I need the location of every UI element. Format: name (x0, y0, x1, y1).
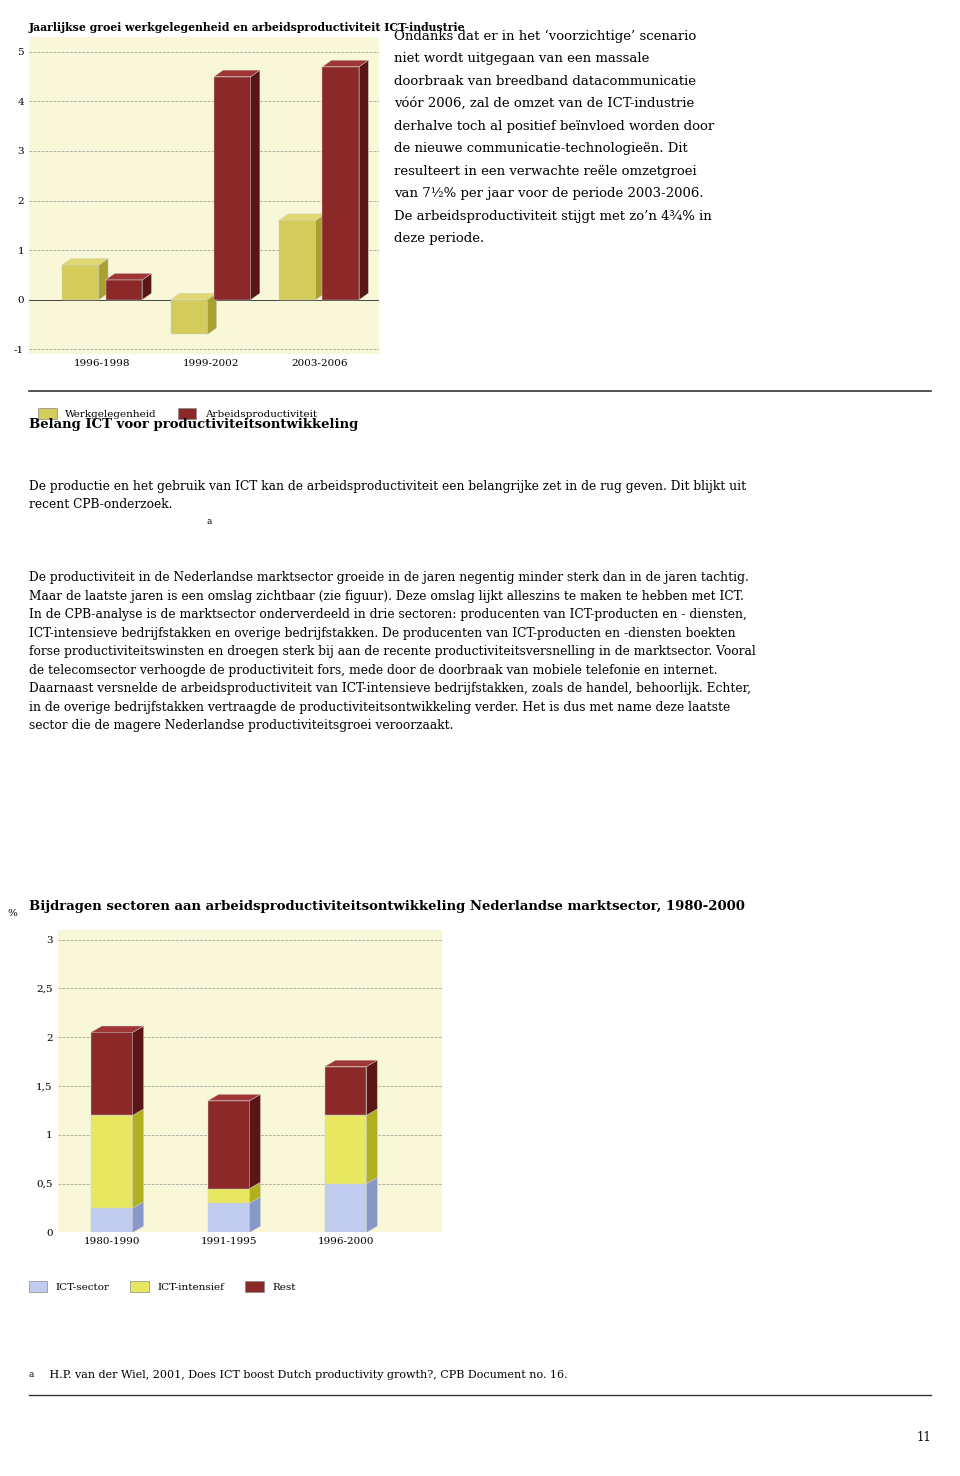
Polygon shape (367, 1108, 377, 1184)
Polygon shape (367, 1060, 377, 1116)
Polygon shape (324, 1108, 377, 1116)
Polygon shape (171, 300, 207, 335)
Polygon shape (91, 1108, 144, 1116)
Text: De productie en het gebruik van ICT kan de arbeidsproductiviteit een belangrijke: De productie en het gebruik van ICT kan … (29, 480, 746, 511)
Polygon shape (106, 273, 152, 280)
Polygon shape (142, 273, 152, 300)
Text: 11: 11 (917, 1430, 931, 1444)
Text: %: % (8, 909, 17, 918)
Polygon shape (207, 294, 217, 335)
Polygon shape (208, 1203, 250, 1232)
Polygon shape (208, 1188, 250, 1203)
Text: a: a (29, 1370, 35, 1379)
Polygon shape (62, 258, 108, 266)
Polygon shape (106, 280, 142, 300)
Polygon shape (324, 1116, 367, 1184)
Polygon shape (316, 214, 325, 300)
Polygon shape (250, 1094, 260, 1188)
Polygon shape (279, 214, 325, 220)
Polygon shape (214, 77, 251, 300)
Polygon shape (324, 1060, 377, 1067)
Polygon shape (132, 1108, 144, 1207)
Polygon shape (323, 66, 359, 300)
Polygon shape (132, 1026, 144, 1116)
Polygon shape (367, 1178, 377, 1232)
Polygon shape (132, 1201, 144, 1232)
Polygon shape (99, 258, 108, 300)
Text: De productiviteit in de Nederlandse marktsector groeide in de jaren negentig min: De productiviteit in de Nederlandse mark… (29, 571, 756, 732)
Text: H.P. van der Wiel, 2001, Does ICT boost Dutch productivity growth?, CPB Document: H.P. van der Wiel, 2001, Does ICT boost … (46, 1370, 567, 1380)
Polygon shape (62, 266, 99, 300)
Text: Jaarlijkse groei werkgelegenheid en arbeidsproductiviteit ICT-industrie: Jaarlijkse groei werkgelegenheid en arbe… (29, 22, 466, 34)
Legend: ICT-sector, ICT-intensief, Rest: ICT-sector, ICT-intensief, Rest (24, 1277, 300, 1296)
Polygon shape (91, 1026, 144, 1032)
Polygon shape (208, 1094, 260, 1101)
Polygon shape (323, 61, 369, 66)
Text: Ondanks dat er in het ‘voorzichtige’ scenario
niet wordt uitgegaan van een massa: Ondanks dat er in het ‘voorzichtige’ sce… (394, 30, 714, 245)
Polygon shape (250, 1182, 260, 1203)
Polygon shape (359, 61, 369, 300)
Text: Belang ICT voor productiviteitsontwikkeling: Belang ICT voor productiviteitsontwikkel… (29, 418, 358, 431)
Polygon shape (171, 294, 217, 300)
Polygon shape (91, 1032, 132, 1116)
Polygon shape (208, 1197, 260, 1203)
Polygon shape (91, 1116, 132, 1207)
Polygon shape (91, 1207, 132, 1232)
Legend: Werkgelegenheid, Arbeidsproductiviteit: Werkgelegenheid, Arbeidsproductiviteit (34, 404, 321, 424)
Text: a: a (206, 517, 212, 525)
Polygon shape (250, 1197, 260, 1232)
Polygon shape (324, 1067, 367, 1116)
Polygon shape (91, 1201, 144, 1207)
Polygon shape (208, 1101, 250, 1188)
Polygon shape (208, 1182, 260, 1188)
Polygon shape (214, 71, 260, 77)
Polygon shape (324, 1178, 377, 1184)
Polygon shape (324, 1184, 367, 1232)
Polygon shape (251, 71, 260, 300)
Polygon shape (279, 220, 316, 300)
Text: Bijdragen sectoren aan arbeidsproductiviteitsontwikkeling Nederlandse marktsecto: Bijdragen sectoren aan arbeidsproductivi… (29, 900, 745, 914)
